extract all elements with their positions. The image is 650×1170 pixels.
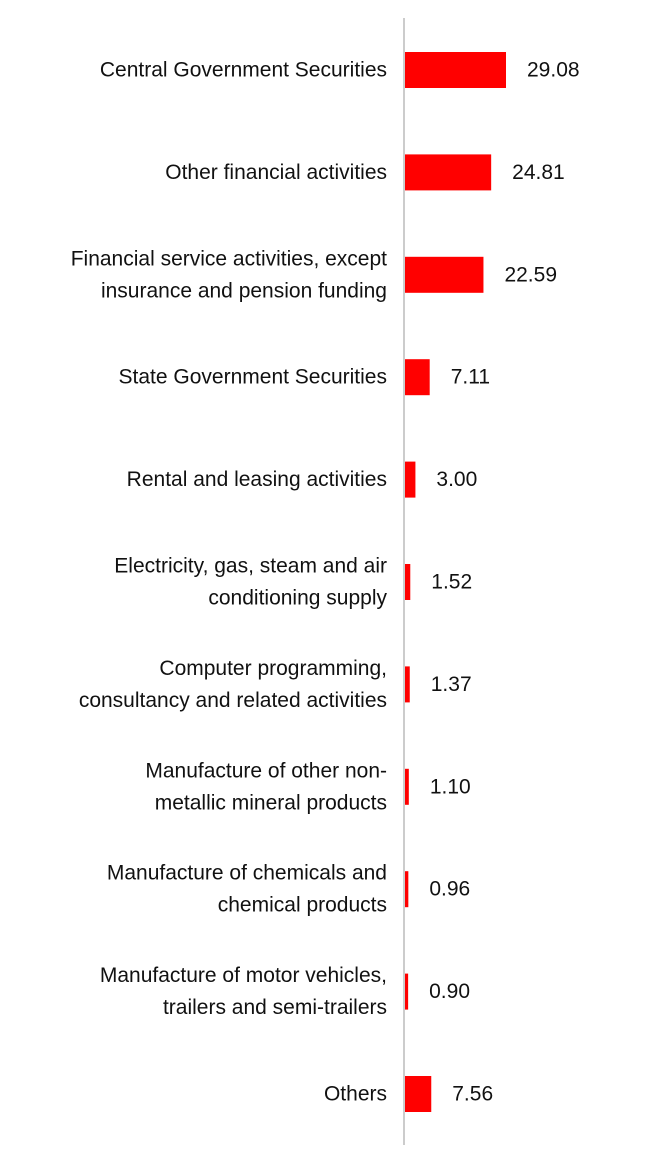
category-label-line: Electricity, gas, steam and air <box>114 555 387 578</box>
bar <box>405 359 430 396</box>
category-label-line: trailers and semi-trailers <box>163 996 387 1019</box>
value-label: 7.11 <box>451 366 490 389</box>
bar <box>405 564 411 600</box>
bar <box>405 154 492 191</box>
category-label: Other financial activities <box>165 161 387 184</box>
value-label: 29.08 <box>527 59 580 82</box>
category-label-line: State Government Securities <box>119 366 387 389</box>
value-label: 0.96 <box>429 878 470 901</box>
category-label-line: Manufacture of motor vehicles, <box>100 964 387 987</box>
category-label-line: chemical products <box>218 894 387 917</box>
bar <box>405 256 484 293</box>
value-label: 1.52 <box>431 571 472 594</box>
bar <box>405 973 409 1010</box>
bar <box>405 871 409 908</box>
value-label: 0.90 <box>429 980 470 1003</box>
category-label: Central Government Securities <box>100 59 387 82</box>
category-label-line: consultancy and related activities <box>79 689 387 712</box>
bar <box>405 52 506 88</box>
value-label: 1.10 <box>430 775 471 798</box>
category-labels: Central Government Securities Other finan… <box>71 59 388 1106</box>
value-label: 3.00 <box>436 468 477 491</box>
category-label-line: Manufacture of other non- <box>145 759 387 782</box>
category-label: Rental and leasing activities <box>127 468 387 491</box>
category-label-line: Others <box>324 1083 387 1106</box>
category-label-line: conditioning supply <box>208 587 387 610</box>
category-label-line: Central Government Securities <box>100 59 387 82</box>
category-label: Financial service activities, except insu… <box>71 247 387 302</box>
category-label-line: Computer programming, <box>159 657 387 680</box>
category-label-line: metallic mineral products <box>155 791 387 814</box>
category-label-line: Manufacture of chemicals and <box>107 862 387 885</box>
category-label: Manufacture of other non-metallic minera… <box>145 759 387 814</box>
value-label: 24.81 <box>512 161 565 184</box>
bar <box>405 461 416 498</box>
category-label: Manufacture of chemicals and chemical pro… <box>107 862 387 917</box>
category-label-line: insurance and pension funding <box>101 279 387 302</box>
value-label: 1.37 <box>431 673 472 696</box>
bar <box>405 1076 432 1112</box>
value-label: 22.59 <box>504 263 557 286</box>
category-label-line: Rental and leasing activities <box>127 468 387 491</box>
category-label: Electricity, gas, steam and air condition… <box>114 555 387 610</box>
bars-layer <box>405 52 506 1112</box>
value-label: 7.56 <box>452 1083 493 1106</box>
bar <box>405 768 409 805</box>
value-labels: 29.08 24.81 22.59 7.11 3.00 1.52 1.37 1.10 0.96 0… <box>429 59 579 1106</box>
category-label: Manufacture of motor vehicles, trailers a… <box>100 964 387 1019</box>
category-label: State Government Securities <box>119 366 387 389</box>
category-label: Computer programming, consultancy and rel… <box>79 657 387 712</box>
bar <box>405 666 410 703</box>
category-label-line: Other financial activities <box>165 161 387 184</box>
category-label: Others <box>324 1083 387 1106</box>
category-label-line: Financial service activities, except <box>71 247 387 270</box>
